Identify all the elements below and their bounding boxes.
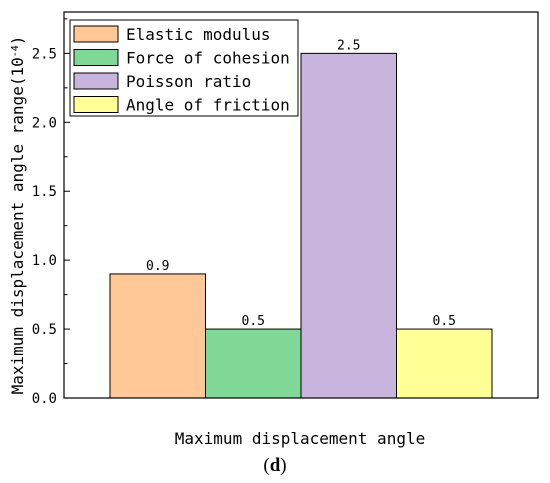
caption-letter: d [269, 455, 281, 476]
y-tick-label: 2.5 [32, 46, 57, 62]
legend-swatch [73, 72, 119, 90]
legend-swatch [73, 96, 119, 113]
y-tick-label: 0.0 [32, 391, 57, 407]
figure-caption: (d) [0, 455, 550, 477]
bars [109, 52, 493, 399]
legend-entry: Elastic modulus [126, 25, 271, 44]
y-axis-ticks: 0.0 0.5 1.0 1.5 2.0 2.5 [32, 18, 70, 407]
legend-entry: Angle of friction [126, 96, 290, 115]
legend-entry: Force of cohesion [126, 49, 290, 68]
y-tick-label: 2.0 [32, 115, 57, 131]
caption-close: ) [280, 455, 287, 476]
y-tick-label: 0.5 [32, 322, 57, 338]
bar-force-of-cohesion [205, 328, 302, 399]
data-label: 2.5 [337, 38, 360, 53]
legend-entry: Poisson ratio [126, 72, 251, 91]
plot-frame [63, 11, 539, 399]
bar-labels: 0.9 0.5 2.5 0.5 [146, 38, 456, 329]
legend-swatch [73, 49, 119, 66]
data-label: 0.5 [242, 314, 265, 329]
legend: Elastic modulus Force of cohesion Poisson … [69, 19, 299, 117]
data-label: 0.5 [433, 314, 456, 329]
y-axis-label-text: Maximum displacement angle range [8, 86, 27, 394]
bar-angle-of-friction [396, 328, 493, 399]
y-axis-label-unit-base: (10 [8, 57, 27, 86]
caption-open: ( [263, 455, 270, 476]
y-tick-label: 1.0 [32, 253, 57, 269]
x-axis-label: Maximum displacement angle [175, 429, 425, 448]
bar-poisson-ratio [300, 52, 397, 399]
legend-swatch [73, 25, 119, 43]
y-axis-label: Maximum displacement angle range(10-4) [8, 36, 27, 395]
data-label: 0.9 [146, 259, 169, 274]
y-axis-label-unit-exponent: -4 [10, 45, 21, 57]
y-axis-label-unit-close: ) [8, 36, 27, 46]
bar-elastic-modulus [109, 273, 206, 399]
y-tick-label: 1.5 [32, 184, 57, 200]
